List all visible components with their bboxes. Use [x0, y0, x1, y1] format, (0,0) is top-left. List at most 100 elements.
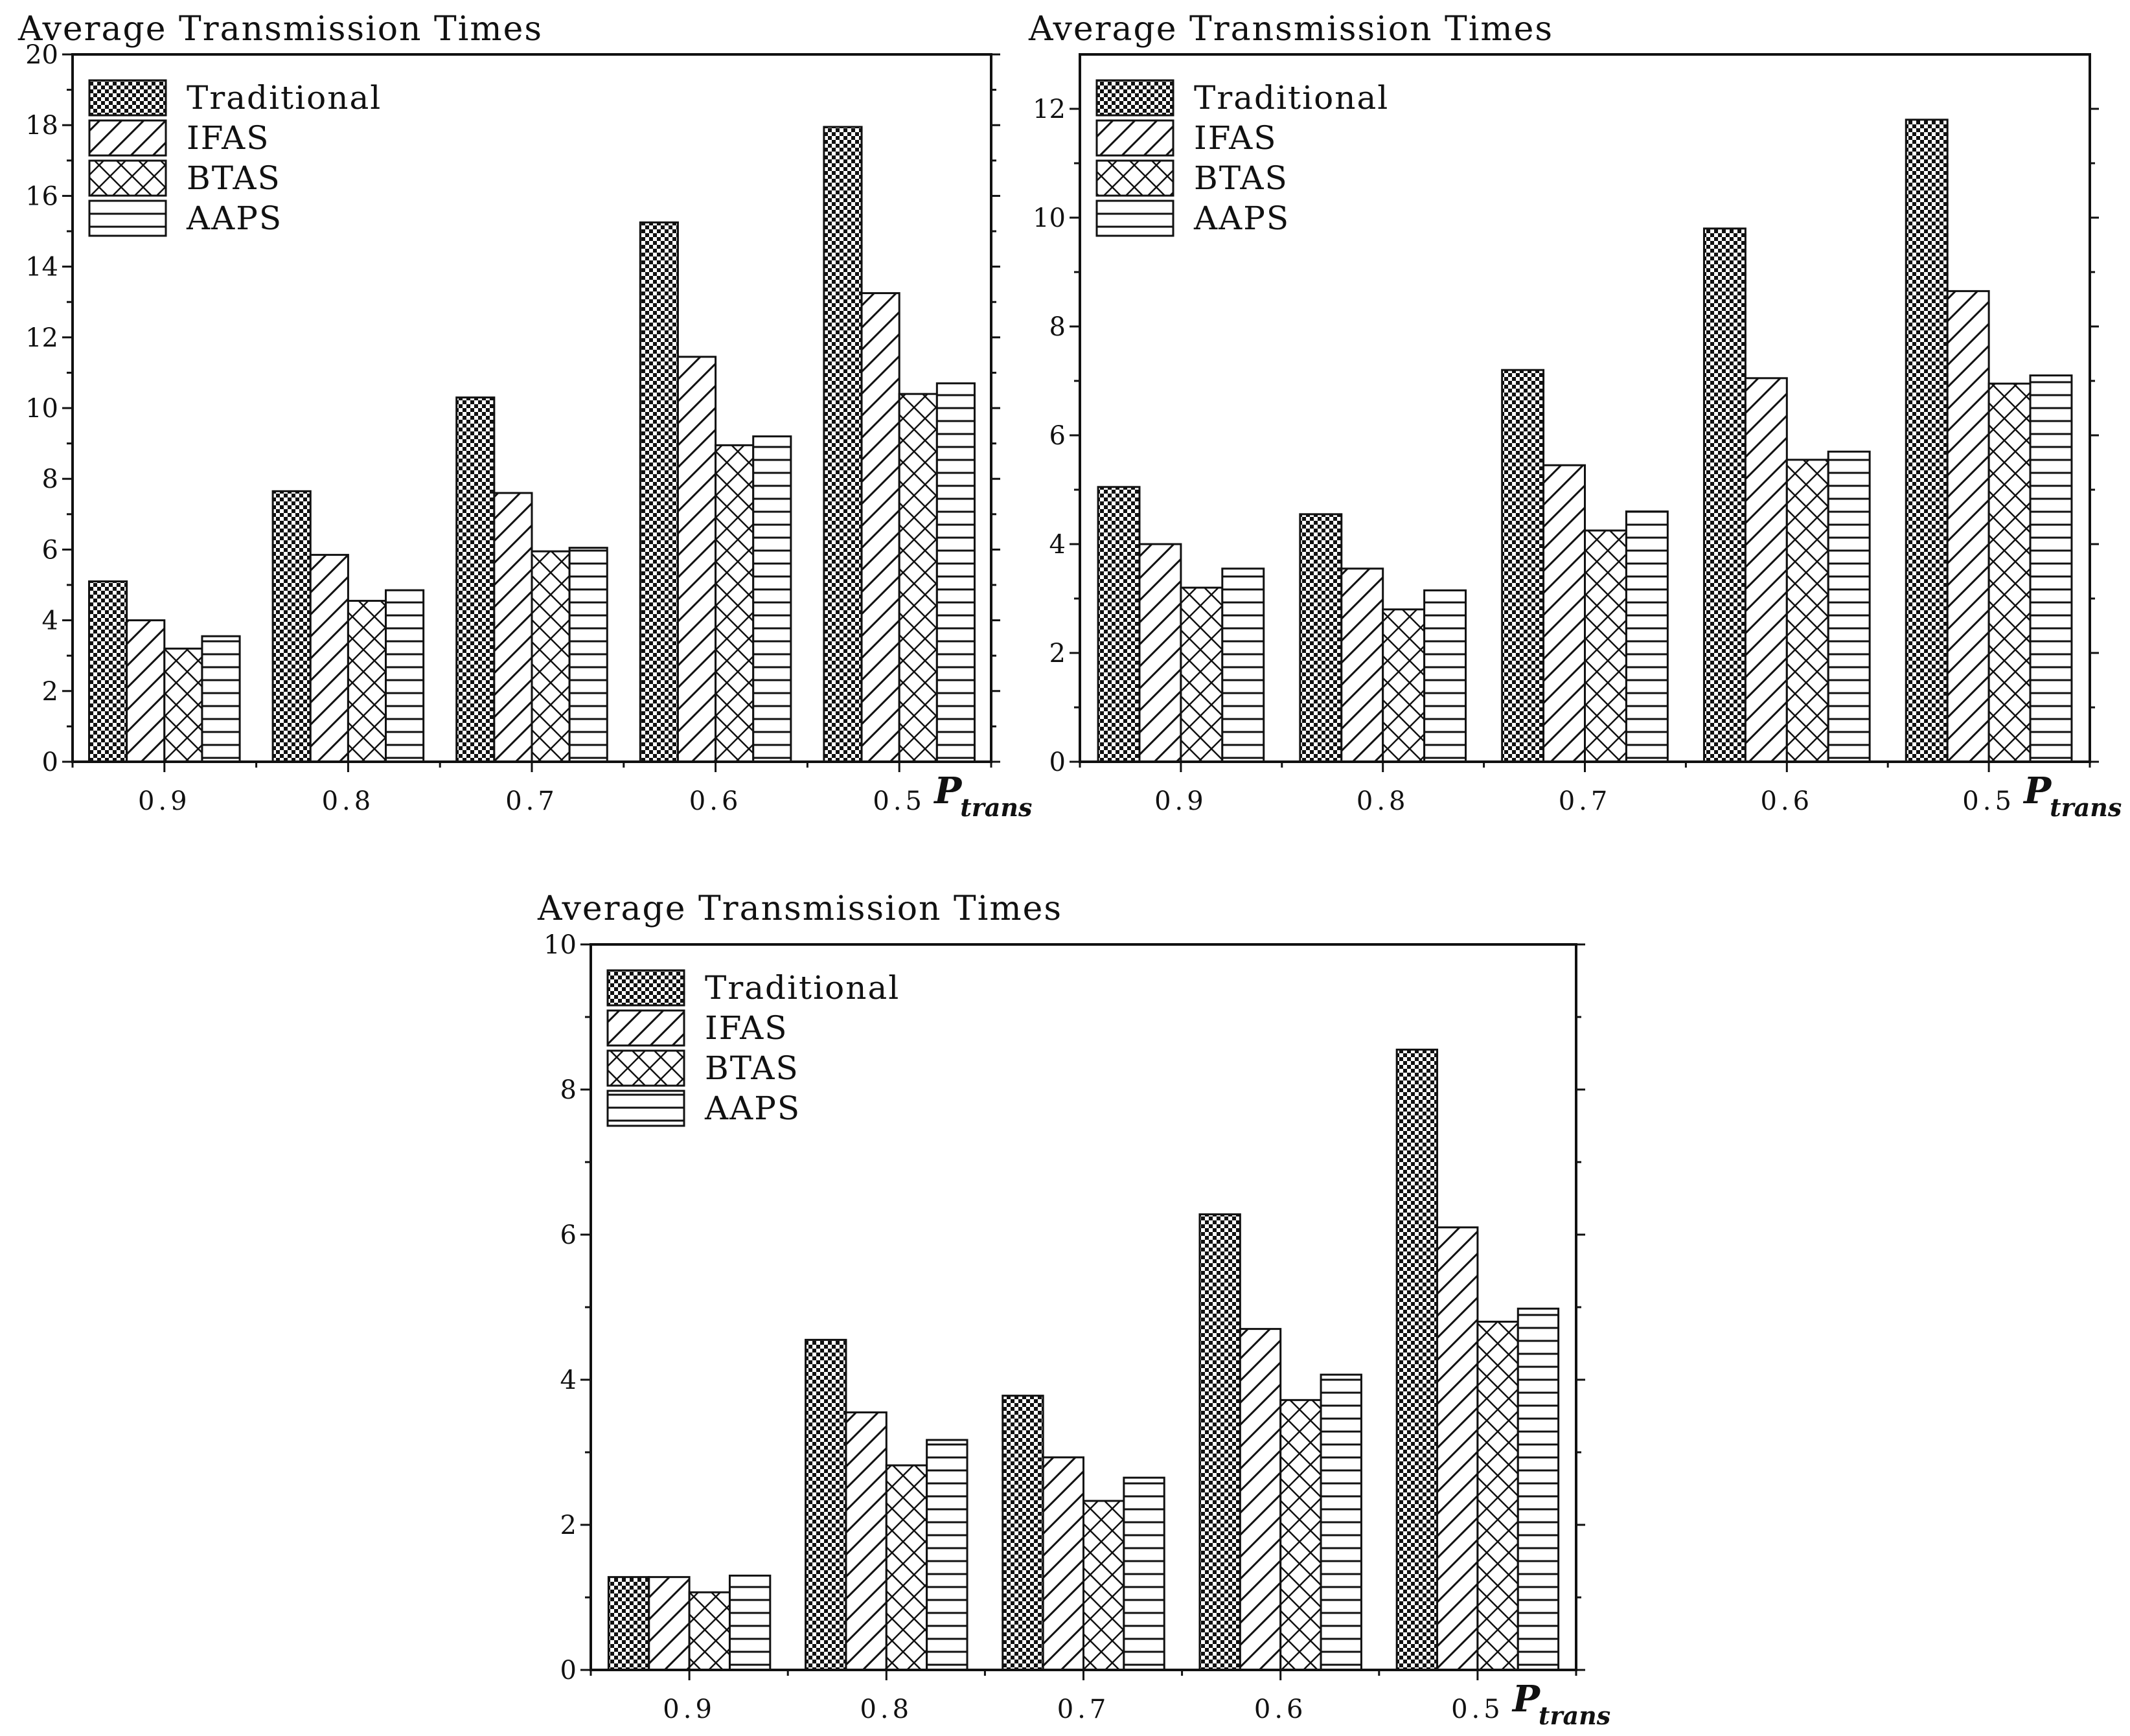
bar-aaps-0.5: [1517, 1307, 1560, 1671]
x-axis-label-subscript: trans: [960, 793, 1032, 822]
bars: [1097, 119, 2073, 763]
bar-aaps-0.6: [1320, 1373, 1362, 1671]
y-tick-label: 20: [25, 40, 58, 70]
chart-panel-2: Average Transmission Times 0 2 4 6 8 10 12 0.9 0.…: [1028, 10, 2122, 822]
y-axis-title: Average Transmission Times: [1028, 10, 1553, 49]
bar-btas-0.5: [1476, 1320, 1519, 1671]
bar-ifas-0.9: [648, 1576, 691, 1671]
bar-aaps-0.9: [1221, 567, 1265, 763]
bar-traditional-0.8: [805, 1338, 847, 1671]
bar-aaps-0.8: [1423, 589, 1467, 763]
bar-aaps-0.9: [728, 1574, 772, 1671]
legend-swatch-ifas: [1095, 119, 1174, 157]
y-tick-label: 8: [560, 1075, 577, 1105]
bar-btas-0.7: [1082, 1500, 1125, 1671]
x-tick-label: 0.6: [689, 786, 742, 816]
bar-btas-0.8: [1382, 608, 1426, 763]
bar-ifas-0.5: [860, 292, 900, 763]
x-tick-label: 0.8: [1357, 786, 1410, 816]
x-tick-label: 0.6: [1254, 1695, 1307, 1724]
legend-swatch-traditional: [88, 79, 167, 117]
x-axis-label-subscript: trans: [1539, 1701, 1610, 1730]
bar-traditional-0.5: [823, 126, 863, 763]
legend-label-ifas: IFAS: [187, 119, 269, 157]
y-tick-label: 14: [25, 253, 58, 282]
y-tick-label: 0: [42, 748, 58, 777]
bar-traditional-0.5: [1905, 119, 1949, 763]
legend-label-aaps: AAPS: [704, 1090, 801, 1127]
y-tick-label: 8: [42, 464, 58, 494]
legend-label-traditional: Traditional: [705, 969, 900, 1007]
y-tick-label: 10: [25, 394, 58, 424]
bar-btas-0.9: [688, 1591, 731, 1671]
legend-swatch-btas: [1095, 159, 1174, 197]
bars: [607, 1048, 1560, 1671]
legend-swatch-aaps: [88, 200, 167, 237]
bar-ifas-0.9: [126, 619, 166, 763]
bar-traditional-0.7: [1501, 369, 1545, 763]
bar-aaps-0.8: [385, 589, 425, 763]
bar-traditional-0.8: [271, 490, 312, 763]
legend-swatch-traditional: [606, 969, 685, 1007]
x-tick-label: 0.5: [1962, 786, 2015, 816]
legend-swatch-btas: [88, 159, 167, 197]
bar-btas-0.8: [885, 1464, 928, 1671]
bar-aaps-0.6: [1827, 450, 1871, 763]
y-tick-label: 8: [1049, 312, 1066, 342]
legend-label-ifas: IFAS: [705, 1009, 788, 1047]
bar-ifas-0.7: [1042, 1456, 1085, 1671]
y-tick-label: 6: [42, 535, 58, 565]
y-tick-label: 4: [560, 1365, 577, 1395]
legend-label-btas: BTAS: [705, 1049, 799, 1087]
y-axis-title: Average Transmission Times: [17, 10, 543, 49]
y-tick-label: 2: [560, 1511, 577, 1540]
bar-btas-0.6: [1785, 459, 1829, 763]
bar-aaps-0.5: [2029, 374, 2073, 763]
bar-traditional-0.6: [1702, 227, 1746, 763]
bar-traditional-0.7: [455, 396, 496, 763]
bar-traditional-0.5: [1395, 1048, 1439, 1671]
x-axis-label-subscript: trans: [2050, 793, 2122, 822]
x-axis-label: P: [1511, 1678, 1541, 1720]
legend-swatch-aaps: [606, 1090, 685, 1127]
bar-ifas-0.7: [493, 492, 533, 763]
legend-label-btas: BTAS: [187, 159, 281, 197]
bar-btas-0.5: [898, 393, 938, 763]
bar-aaps-0.6: [752, 435, 792, 763]
legend-swatch-ifas: [606, 1009, 685, 1047]
legend-label-btas: BTAS: [1194, 159, 1288, 197]
bar-btas-0.8: [347, 600, 387, 763]
bar-btas-0.9: [1180, 586, 1224, 763]
y-tick-label: 18: [25, 111, 58, 141]
y-tick-label: 4: [42, 606, 58, 636]
x-tick-label: 0.9: [663, 1695, 716, 1724]
bar-aaps-0.7: [1123, 1476, 1165, 1671]
bar-ifas-0.8: [845, 1411, 888, 1671]
bars: [88, 126, 976, 763]
y-tick-label: 2: [42, 677, 58, 707]
y-tick-label: 4: [1049, 530, 1066, 560]
legend-swatch-aaps: [1095, 200, 1174, 237]
legend-swatch-btas: [606, 1049, 685, 1087]
y-tick-label: 16: [25, 181, 58, 211]
legend-label-traditional: Traditional: [187, 79, 382, 117]
x-tick-label: 0.8: [860, 1695, 913, 1724]
x-tick-label: 0.6: [1760, 786, 1813, 816]
bar-traditional-0.9: [607, 1576, 650, 1671]
y-tick-label: 6: [560, 1220, 577, 1250]
x-tick-label: 0.7: [1057, 1695, 1110, 1724]
legend-label-traditional: Traditional: [1194, 79, 1389, 117]
x-tick-label: 0.8: [322, 786, 375, 816]
bar-aaps-0.7: [1625, 510, 1669, 763]
x-tick-label: 0.5: [873, 786, 926, 816]
chart-panel-3: Average Transmission Times 0 2 4 6 8 10 0.9 0.8 0…: [537, 889, 1610, 1730]
bar-btas-0.6: [715, 444, 755, 763]
bar-aaps-0.9: [201, 635, 241, 763]
bar-aaps-0.7: [568, 547, 608, 763]
x-tick-label: 0.7: [505, 786, 558, 816]
bar-traditional-0.9: [88, 580, 128, 763]
bar-ifas-0.5: [1436, 1226, 1479, 1671]
